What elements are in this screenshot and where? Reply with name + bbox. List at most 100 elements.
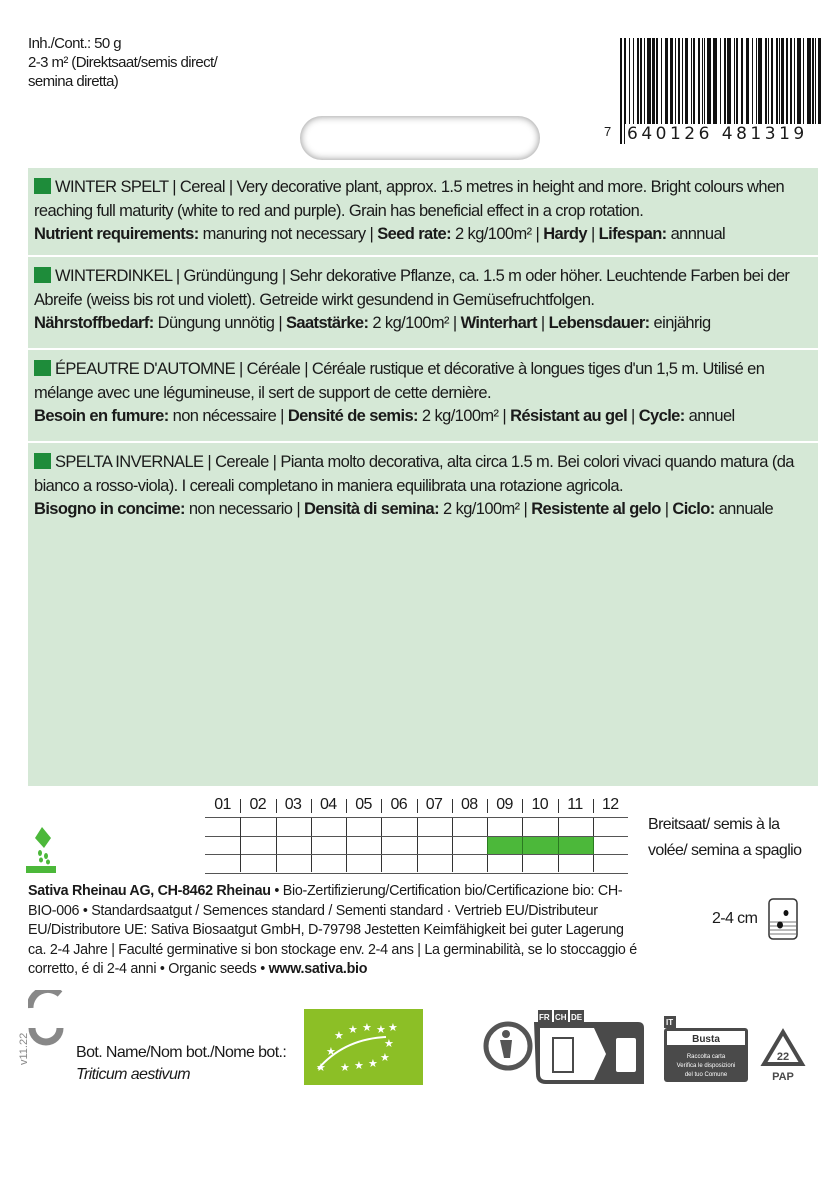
attribute-label: Besoin en fumure: <box>34 407 169 425</box>
coverage-line2: semina diretta) <box>28 73 119 90</box>
attribute-value: | <box>660 500 673 518</box>
svg-text:★: ★ <box>384 1037 394 1050</box>
grid-line <box>451 817 453 872</box>
content-info: Inh./Cont.: 50 g 2-3 m² (Direktsaat/semi… <box>28 34 218 91</box>
svg-text:★: ★ <box>316 1061 326 1074</box>
website-link[interactable]: www.sativa.bio <box>268 961 368 977</box>
svg-text:★: ★ <box>348 1023 358 1036</box>
attribute-label: Densità di semina: <box>304 500 440 518</box>
svg-text:★: ★ <box>376 1023 386 1036</box>
svg-text:★: ★ <box>334 1029 344 1042</box>
svg-text:Raccolta carta: Raccolta carta <box>687 1054 726 1060</box>
grid-line <box>381 817 383 872</box>
green-square-icon <box>34 360 51 376</box>
month-separator <box>310 799 312 813</box>
company-info: Sativa Rheinau AG, CH-8462 Rheinau • Bio… <box>28 882 638 980</box>
barcode-number: 640126 481319 <box>625 124 810 144</box>
attribute-value: manuring not necessary | <box>198 225 378 243</box>
grid-line <box>205 836 628 837</box>
svg-text:Busta: Busta <box>692 1034 720 1045</box>
grid-line <box>346 817 347 872</box>
ce-mark-icon <box>28 990 64 1046</box>
section-title: WINTER SPELT <box>55 178 169 196</box>
month-label: 03 <box>284 796 302 813</box>
month-separator <box>487 799 488 813</box>
month-label: 07 <box>425 796 443 813</box>
sowing-method: Breitsaat/ semis à la volée/ semina a sp… <box>648 816 802 859</box>
attribute-label: Lebensdauer: <box>548 314 651 332</box>
month-separator <box>346 799 347 813</box>
section-title: SPELTA INVERNALE <box>55 453 204 471</box>
svg-text:★: ★ <box>368 1057 378 1070</box>
svg-text:22: 22 <box>777 1051 789 1063</box>
botanical-label: Bot. Name/Nom bot./Nome bot.: <box>76 1044 287 1061</box>
svg-text:★: ★ <box>340 1061 350 1074</box>
eu-organic-logo: ★ ★ ★ ★ ★ ★ ★ ★ ★ ★ ★ ★ <box>304 1009 423 1085</box>
description-section: ÉPEAUTRE D'AUTOMNE | Céréale | Céréale r… <box>28 350 818 443</box>
attribute-label: Densité de semis: <box>287 407 419 425</box>
grid-line <box>310 817 312 872</box>
attribute-value: non nécessaire | <box>168 407 288 425</box>
section-description: | Cereal | Very decorative plant, approx… <box>34 178 785 220</box>
attribute-value: 2 kg/100m² | <box>451 225 544 243</box>
svg-text:★: ★ <box>380 1051 390 1064</box>
month-label: 08 <box>460 796 478 813</box>
description-section: SPELTA INVERNALE | Cereale | Pianta molt… <box>28 443 818 786</box>
month-label: 10 <box>531 796 549 813</box>
sowing-period-cell <box>487 836 524 855</box>
month-separator <box>522 799 524 813</box>
section-description: | Cereale | Pianta molto decorativa, alt… <box>34 453 794 495</box>
month-label: 09 <box>496 796 513 813</box>
svg-text:★: ★ <box>388 1021 398 1034</box>
grid-line <box>416 817 418 872</box>
green-square-icon <box>34 178 51 194</box>
month-label: 06 <box>390 796 408 813</box>
section-title: WINTERDINKEL <box>55 267 172 285</box>
attribute-value: | <box>536 314 549 332</box>
description-section: WINTERDINKEL | Gründüngung | Sehr dekora… <box>28 257 818 350</box>
section-description: | Céréale | Céréale rustique et décorati… <box>34 360 765 402</box>
sowing-depth-icon <box>768 898 798 940</box>
month-separator <box>557 799 559 813</box>
month-label: 01 <box>214 796 231 813</box>
green-square-icon <box>34 453 51 469</box>
description-panel: WINTER SPELT | Cereal | Very decorative … <box>28 168 818 786</box>
attribute-label: Cycle: <box>638 407 686 425</box>
svg-text:CH: CH <box>555 1013 567 1022</box>
coverage-line1: 2-3 m² (Direktsaat/semis direct/ <box>28 54 218 71</box>
attribute-value: 2 kg/100m² | <box>439 500 532 518</box>
month-label: 02 <box>249 796 267 813</box>
svg-text:FR: FR <box>539 1013 550 1022</box>
section-title: ÉPEAUTRE D'AUTOMNE <box>55 360 236 378</box>
attribute-value: Düngung unnötig | <box>153 314 286 332</box>
month-separator <box>416 799 418 813</box>
attribute-label: Lifespan: <box>598 225 668 243</box>
attribute-label: Seed rate: <box>377 225 452 243</box>
attribute-label: Saatstärke: <box>286 314 369 332</box>
svg-text:PAP: PAP <box>772 1071 794 1083</box>
sowing-depth: 2-4 cm <box>712 910 758 927</box>
botanical-species: Triticum aestivum <box>76 1066 191 1083</box>
barcode <box>620 38 821 144</box>
grid-line <box>275 817 277 872</box>
attribute-label: Ciclo: <box>672 500 715 518</box>
svg-text:★: ★ <box>326 1045 336 1058</box>
green-square-icon <box>34 267 51 283</box>
botanical-name: Bot. Name/Nom bot./Nome bot.: Triticum a… <box>76 1042 287 1086</box>
grid-line <box>205 817 628 818</box>
attribute-label: Hardy <box>543 225 587 243</box>
month-separator <box>275 799 277 813</box>
attribute-value: non necessario | <box>184 500 305 518</box>
broadcast-sowing-icon <box>26 827 56 873</box>
barcode-lead: 7 <box>604 124 612 139</box>
grid-line <box>205 854 628 855</box>
version-label: v11.22 <box>18 1032 30 1065</box>
month-label: 05 <box>355 796 372 813</box>
month-label: 12 <box>601 796 619 813</box>
triman-icon <box>483 1021 533 1071</box>
certification-text: • Bio-Zertifizierung/Certification bio/C… <box>28 883 637 977</box>
attribute-value: annuel <box>684 407 736 425</box>
month-separator <box>451 799 453 813</box>
svg-text:★: ★ <box>354 1059 364 1072</box>
sowing-period-cell <box>557 836 594 855</box>
